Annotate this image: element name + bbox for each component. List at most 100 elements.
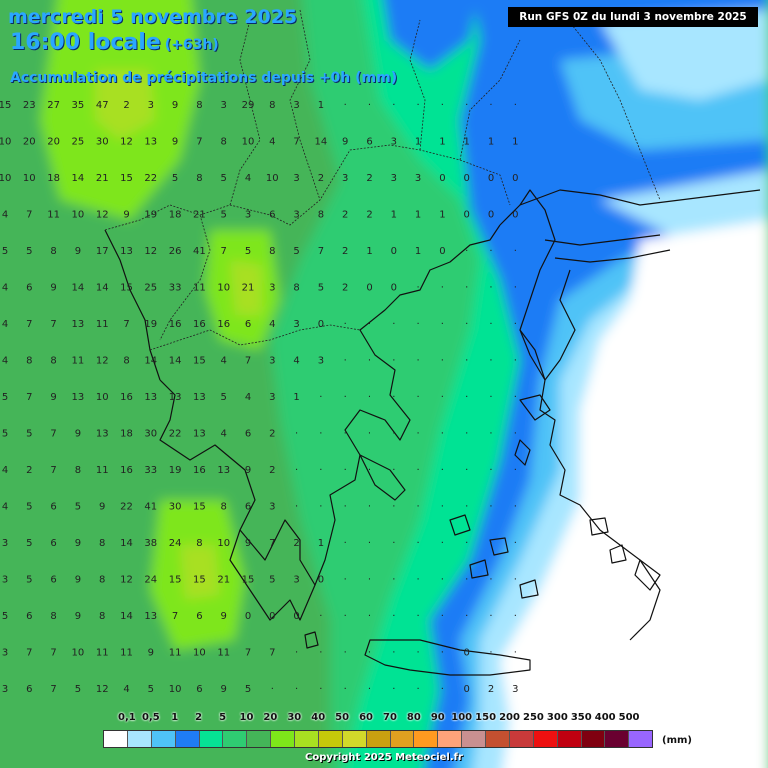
grid-value: 6 <box>26 283 32 294</box>
grid-value: 7 <box>245 356 251 367</box>
legend-label: 300 <box>546 712 568 723</box>
grid-value: 41 <box>144 502 157 513</box>
grid-value: 24 <box>144 575 157 586</box>
grid-value: 13 <box>193 429 206 440</box>
grid-value: · <box>392 319 395 330</box>
cyclades-c <box>469 559 489 579</box>
grid-value: · <box>489 465 492 476</box>
legend-swatch <box>127 731 152 747</box>
grid-value: · <box>295 465 298 476</box>
grid-value: · <box>368 575 371 586</box>
grid-value: 7 <box>318 246 324 257</box>
grid-value: 6 <box>366 137 372 148</box>
grid-value: · <box>514 246 517 257</box>
grid-value: 6 <box>50 575 56 586</box>
grid-value: 10 <box>217 538 230 549</box>
legend-label: 80 <box>406 712 421 723</box>
grid-value: 10 <box>242 137 255 148</box>
grid-value: · <box>344 648 347 659</box>
grid-value: · <box>319 648 322 659</box>
grid-value: 10 <box>193 648 206 659</box>
grid-value: 9 <box>123 210 129 221</box>
grid-value: · <box>319 502 322 513</box>
grid-value: 9 <box>221 611 227 622</box>
grid-value: · <box>319 429 322 440</box>
grid-value: · <box>368 392 371 403</box>
grid-value: 7 <box>293 137 299 148</box>
grid-value: · <box>514 648 517 659</box>
grid-value: 9 <box>245 538 251 549</box>
rhodes <box>634 559 661 591</box>
grid-value: 0 <box>318 575 324 586</box>
legend-swatch <box>509 731 534 747</box>
grid-value: 0 <box>439 246 445 257</box>
grid-value: 10 <box>0 137 11 148</box>
grid-value: · <box>441 100 444 111</box>
grid-value: 5 <box>318 283 324 294</box>
kythera <box>304 631 319 649</box>
grid-value: 3 <box>2 575 8 586</box>
grid-value: 18 <box>120 429 133 440</box>
legend-swatch <box>199 731 224 747</box>
grid-value: · <box>441 502 444 513</box>
grid-value: · <box>441 648 444 659</box>
border-g <box>559 9 661 201</box>
grid-value: · <box>392 356 395 367</box>
grid-value: · <box>489 502 492 513</box>
grid-value: 18 <box>169 210 182 221</box>
grid-value: 7 <box>269 538 275 549</box>
grid-value: 10 <box>23 173 36 184</box>
border-f <box>459 39 521 161</box>
albania-coast <box>104 229 161 381</box>
grid-value: · <box>465 319 468 330</box>
grid-value: · <box>295 648 298 659</box>
grid-value: · <box>489 392 492 403</box>
grid-value: 11 <box>96 648 109 659</box>
grid-value: 0 <box>488 210 494 221</box>
grid-value: 8 <box>26 356 32 367</box>
marmara-a <box>544 234 661 246</box>
grid-value: 5 <box>2 246 8 257</box>
grid-value: 0 <box>439 173 445 184</box>
grid-value: · <box>441 684 444 695</box>
grid-value: · <box>368 100 371 111</box>
grid-value: 11 <box>72 356 85 367</box>
grid-value: 20 <box>47 137 60 148</box>
grid-value: 7 <box>221 246 227 257</box>
grid-value: 16 <box>120 392 133 403</box>
grid-value: 8 <box>293 283 299 294</box>
south-peak <box>180 545 220 600</box>
grid-value: 14 <box>120 538 133 549</box>
grid-value: 47 <box>96 100 109 111</box>
grid-value: 8 <box>50 611 56 622</box>
grid-value: 12 <box>96 210 109 221</box>
grid-value: 26 <box>169 246 182 257</box>
grid-value: · <box>344 392 347 403</box>
grid-value: 13 <box>120 246 133 257</box>
grid-value: 2 <box>293 538 299 549</box>
grid-value: 9 <box>50 283 56 294</box>
grid-value: 10 <box>0 173 11 184</box>
grid-value: · <box>465 429 468 440</box>
grid-value: 15 <box>169 575 182 586</box>
grid-value: 0 <box>464 684 470 695</box>
grid-value: 0 <box>512 210 518 221</box>
legend-swatch <box>486 731 510 747</box>
legend-swatch <box>533 731 558 747</box>
legend-swatch <box>390 731 415 747</box>
grid-value: · <box>441 356 444 367</box>
grid-value: · <box>344 611 347 622</box>
grid-value: · <box>392 575 395 586</box>
grid-value: 3 <box>269 502 275 513</box>
legend-swatch <box>342 731 367 747</box>
grid-value: 5 <box>172 173 178 184</box>
grid-value: 9 <box>75 538 81 549</box>
legend-swatch <box>223 731 248 747</box>
grid-value: 4 <box>2 502 8 513</box>
grid-value: 8 <box>221 502 227 513</box>
legend-label: 400 <box>594 712 616 723</box>
grid-value: 5 <box>148 684 154 695</box>
grid-value: 19 <box>169 465 182 476</box>
grid-value: · <box>489 429 492 440</box>
grid-value: 4 <box>2 465 8 476</box>
